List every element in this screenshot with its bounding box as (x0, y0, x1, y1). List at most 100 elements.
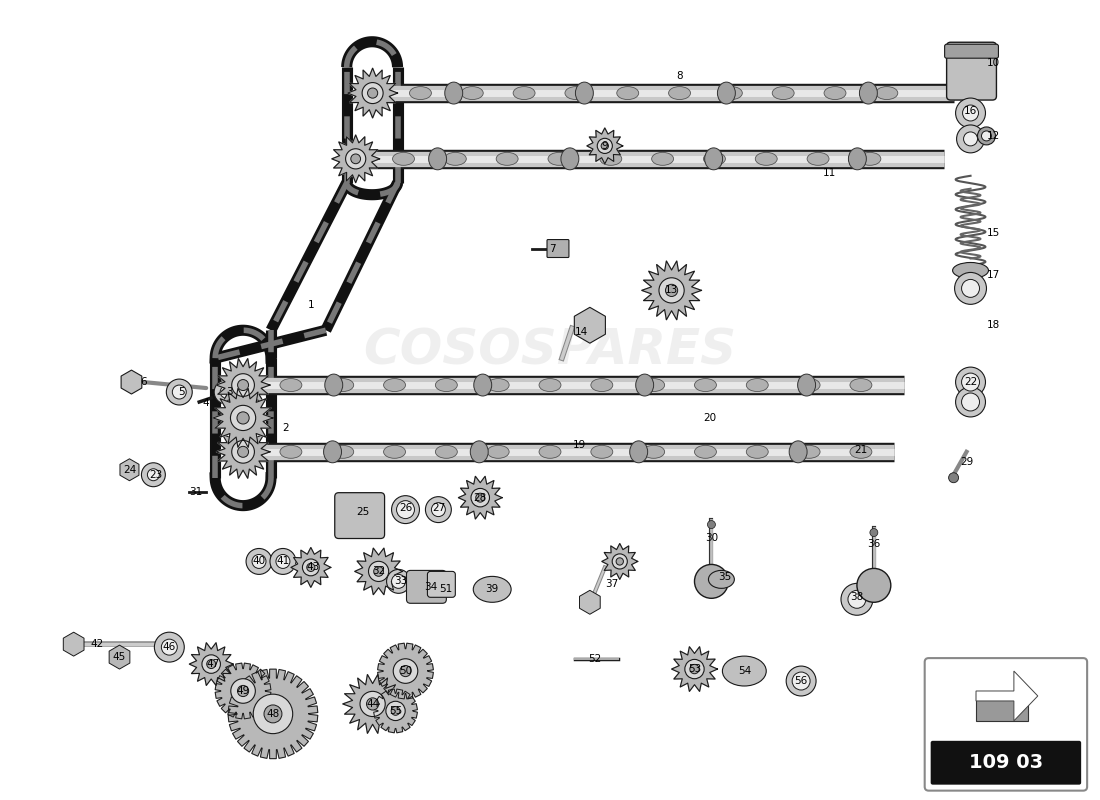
FancyBboxPatch shape (407, 570, 447, 603)
Ellipse shape (591, 378, 613, 391)
Ellipse shape (772, 86, 794, 99)
Text: 45: 45 (113, 652, 127, 662)
Ellipse shape (409, 86, 431, 99)
Circle shape (362, 82, 383, 103)
Circle shape (302, 559, 319, 576)
Circle shape (232, 374, 254, 396)
Ellipse shape (471, 441, 488, 462)
Text: 17: 17 (987, 270, 1000, 281)
Ellipse shape (789, 441, 807, 462)
Text: 54: 54 (738, 666, 751, 676)
Circle shape (978, 127, 996, 145)
Ellipse shape (461, 86, 483, 99)
Ellipse shape (746, 446, 768, 458)
Polygon shape (976, 671, 1037, 721)
Circle shape (147, 469, 160, 481)
Circle shape (392, 706, 400, 715)
Ellipse shape (723, 656, 767, 686)
Text: 22: 22 (964, 377, 977, 387)
Ellipse shape (474, 374, 492, 396)
Text: 53: 53 (688, 664, 701, 674)
Text: 46: 46 (163, 642, 176, 652)
Polygon shape (587, 128, 623, 164)
Text: 49: 49 (236, 686, 250, 696)
FancyBboxPatch shape (945, 44, 999, 58)
Polygon shape (602, 543, 638, 579)
Text: COSOSPARES: COSOSPARES (363, 326, 737, 374)
Circle shape (956, 387, 986, 417)
Circle shape (264, 705, 282, 723)
Circle shape (386, 570, 410, 594)
Text: 11: 11 (823, 168, 836, 178)
Text: 24: 24 (123, 465, 136, 474)
Polygon shape (354, 548, 403, 594)
Circle shape (961, 393, 979, 411)
Circle shape (386, 702, 405, 721)
Polygon shape (672, 646, 717, 691)
Circle shape (366, 698, 378, 710)
Circle shape (961, 279, 979, 298)
Circle shape (214, 380, 238, 404)
Polygon shape (216, 663, 271, 719)
Circle shape (955, 273, 987, 304)
Ellipse shape (629, 441, 648, 462)
Text: 27: 27 (432, 502, 446, 513)
Ellipse shape (859, 82, 878, 104)
Text: 21: 21 (855, 445, 868, 455)
Text: 44: 44 (366, 699, 379, 709)
Text: 20: 20 (703, 413, 716, 423)
Ellipse shape (444, 82, 463, 104)
Ellipse shape (384, 378, 406, 391)
Text: 23: 23 (150, 470, 163, 480)
Ellipse shape (876, 86, 898, 99)
Ellipse shape (859, 152, 881, 166)
Text: 48: 48 (266, 709, 279, 719)
Ellipse shape (824, 86, 846, 99)
Ellipse shape (332, 446, 354, 458)
Text: 7: 7 (549, 243, 556, 254)
Ellipse shape (636, 374, 653, 396)
Ellipse shape (669, 86, 691, 99)
Circle shape (597, 138, 613, 154)
Text: 19: 19 (573, 440, 586, 450)
Text: 56: 56 (794, 676, 807, 686)
Circle shape (400, 666, 411, 677)
Circle shape (956, 98, 986, 128)
Circle shape (154, 632, 185, 662)
Ellipse shape (799, 446, 821, 458)
Ellipse shape (496, 152, 518, 166)
FancyBboxPatch shape (547, 239, 569, 258)
Ellipse shape (324, 374, 343, 396)
Text: 39: 39 (485, 584, 498, 594)
Text: 10: 10 (987, 58, 1000, 68)
Ellipse shape (548, 152, 570, 166)
Ellipse shape (436, 446, 458, 458)
Text: 3: 3 (226, 387, 232, 397)
Polygon shape (189, 642, 233, 686)
Text: 18: 18 (987, 320, 1000, 330)
Ellipse shape (708, 570, 735, 588)
Circle shape (870, 529, 878, 537)
Ellipse shape (487, 446, 509, 458)
Circle shape (426, 497, 451, 522)
Text: 55: 55 (389, 706, 403, 716)
Ellipse shape (487, 378, 509, 391)
Ellipse shape (798, 374, 815, 396)
Circle shape (345, 149, 366, 169)
Polygon shape (228, 669, 318, 758)
Polygon shape (217, 426, 270, 478)
Circle shape (396, 501, 415, 518)
Ellipse shape (799, 378, 821, 391)
Text: 14: 14 (575, 327, 589, 338)
Circle shape (162, 639, 177, 655)
Ellipse shape (756, 152, 778, 166)
Text: 50: 50 (399, 666, 412, 676)
Text: 30: 30 (705, 533, 718, 542)
Text: 12: 12 (987, 131, 1000, 141)
Ellipse shape (651, 152, 673, 166)
Ellipse shape (694, 446, 716, 458)
Circle shape (613, 554, 627, 569)
Circle shape (707, 521, 715, 529)
Circle shape (392, 496, 419, 523)
Ellipse shape (591, 446, 613, 458)
